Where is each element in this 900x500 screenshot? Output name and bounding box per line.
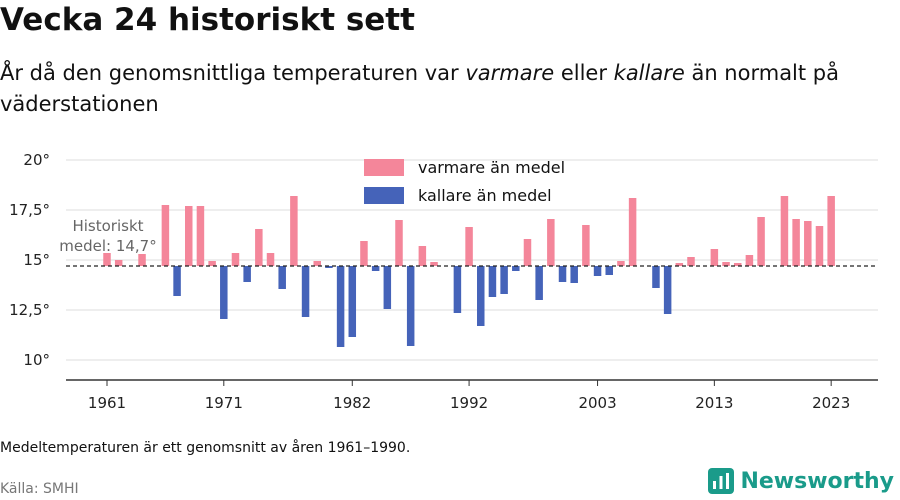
bar-2010 [675,263,684,266]
bar-1967 [173,266,181,296]
bar-1966 [161,205,170,266]
bar-1984 [371,266,380,271]
bar-1975 [266,253,275,266]
brand-logo[interactable]: Newsworthy [708,468,894,494]
bar-2011 [687,257,695,266]
x-tick-label: 2023 [812,394,850,412]
x-tick-label: 1992 [450,394,488,412]
bar-2015 [733,263,742,266]
bar-1962 [114,260,123,266]
bar-1976 [278,266,286,289]
bar-1991 [453,266,462,313]
chart-subtitle: År då den genomsnittliga temperaturen va… [0,61,839,116]
bar-1987 [406,266,415,346]
bar-1985 [383,266,392,309]
bar-2023 [827,196,835,266]
bar-1969 [196,206,205,266]
legend-swatch-warmer [364,159,404,176]
x-tick-label: 2013 [695,394,733,412]
bar-1961 [103,253,111,266]
bar-1983 [360,241,368,266]
bar-2013 [710,249,719,266]
bar-1974 [255,229,263,266]
newsworthy-logo-icon [708,468,735,494]
subtitle-emphasis-warmer: varmare [465,61,555,85]
bar-1977 [290,196,298,266]
bar-2000 [558,266,567,282]
bar-1986 [395,220,403,266]
bar-1981 [336,266,345,347]
y-tick-label: 10° [23,351,50,369]
brand-name: Newsworthy [740,468,894,494]
x-tick-label: 2003 [578,394,616,412]
bar-1996 [512,266,520,271]
bar-1978 [301,266,310,317]
bar-2019 [780,196,789,266]
legend-swatch-colder [364,187,404,204]
x-tick-label: 1961 [88,394,126,412]
temperature-bar-chart: 10° 12,5° 15° 17,5° 20° 1961 1971 1982 1992 2003 2… [9,151,878,412]
bar-2014 [722,262,730,266]
bar-1989 [430,262,438,266]
bar-1971 [220,266,228,319]
bar-2016 [745,255,754,266]
bar-2004 [605,266,613,275]
baseline-label: Historiskt medel: 14,7° [59,217,156,255]
bar-2017 [757,217,765,266]
legend-label-colder: kallare än medel [418,186,552,205]
bar-2005 [617,261,625,266]
bar-1979 [313,261,321,266]
y-tick-label: 15° [23,251,50,269]
bar-2009 [663,266,672,314]
bar-2020 [792,219,800,266]
y-tick-label: 20° [23,151,50,169]
bar-1988 [418,246,427,266]
source-credit: Källa: SMHI [0,481,79,497]
bar-1982 [348,266,357,337]
bar-1995 [500,266,508,294]
bar-1994 [488,266,497,297]
bar-2021 [804,221,812,266]
bar-2008 [652,266,660,288]
x-tick-label: 1971 [205,394,243,412]
bar-2001 [570,266,578,283]
y-tick-label: 17,5° [9,201,50,219]
bar-1993 [477,266,485,326]
bar-1997 [523,239,532,266]
bar-1972 [231,253,240,266]
bar-2003 [593,266,602,276]
bar-1980 [325,266,333,268]
bar-2022 [815,226,824,266]
bar-1999 [547,219,555,266]
bar-2002 [582,225,590,266]
bar-1968 [185,206,193,266]
y-tick-label: 12,5° [9,301,50,319]
bar-2006 [628,198,637,266]
legend-label-warmer: varmare än medel [418,158,565,177]
subtitle-emphasis-colder: kallare [613,61,685,85]
footnote: Medeltemperaturen är ett genomsnitt av å… [0,440,411,456]
chart-title: Vecka 24 historiskt sett [0,2,415,38]
bar-1964 [138,254,146,266]
bar-1973 [243,266,251,282]
bar-1998 [535,266,543,300]
x-tick-label: 1982 [333,394,371,412]
bar-1992 [465,227,473,266]
bar-1970 [208,261,216,266]
